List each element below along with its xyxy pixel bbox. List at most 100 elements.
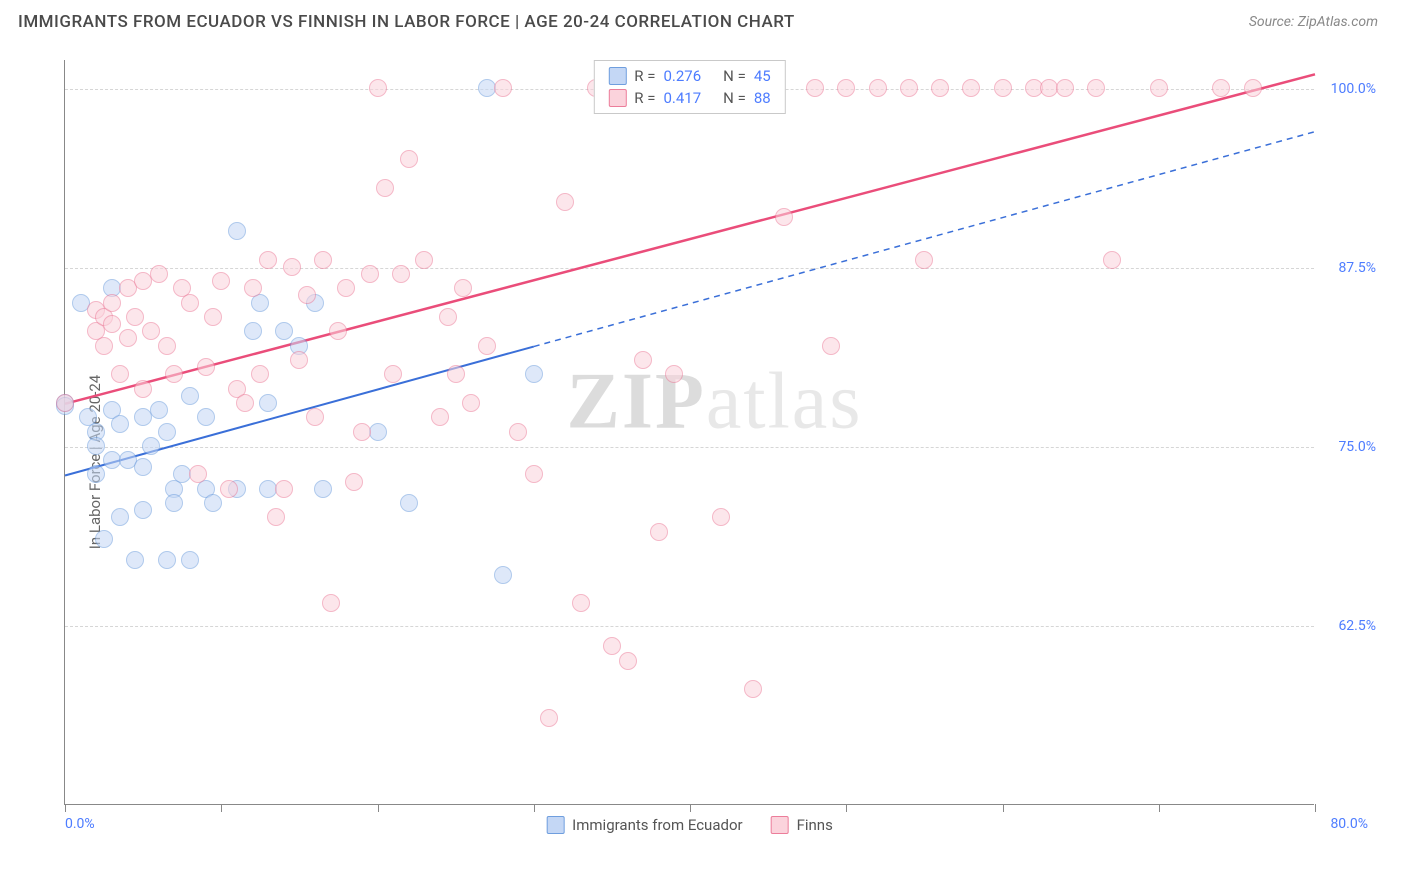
data-point-finns bbox=[775, 208, 793, 226]
data-point-finns bbox=[165, 365, 183, 383]
data-point-ecuador bbox=[165, 494, 183, 512]
data-point-finns bbox=[244, 279, 262, 297]
data-point-finns bbox=[634, 351, 652, 369]
legend-item-finns: Finns bbox=[771, 816, 833, 834]
data-point-ecuador bbox=[314, 480, 332, 498]
x-tick bbox=[690, 804, 691, 812]
x-tick bbox=[1003, 804, 1004, 812]
data-point-finns bbox=[1103, 251, 1121, 269]
data-point-finns bbox=[454, 279, 472, 297]
data-point-finns bbox=[1056, 79, 1074, 97]
y-tick-label: 100.0% bbox=[1331, 81, 1376, 97]
data-point-finns bbox=[56, 394, 74, 412]
data-point-ecuador bbox=[181, 387, 199, 405]
data-point-finns bbox=[619, 652, 637, 670]
data-point-finns bbox=[337, 279, 355, 297]
data-point-finns bbox=[494, 79, 512, 97]
data-point-finns bbox=[142, 322, 160, 340]
gridline bbox=[65, 447, 1314, 448]
data-point-ecuador bbox=[134, 458, 152, 476]
data-point-finns bbox=[126, 308, 144, 326]
stat-n-value: 45 bbox=[754, 67, 771, 85]
x-tick bbox=[846, 804, 847, 812]
data-point-finns bbox=[415, 251, 433, 269]
gridline bbox=[65, 268, 1314, 269]
data-point-ecuador bbox=[494, 566, 512, 584]
stat-row-finns: R =0.417N =88 bbox=[608, 87, 770, 109]
data-point-finns bbox=[322, 594, 340, 612]
data-point-finns bbox=[251, 365, 269, 383]
data-point-finns bbox=[869, 79, 887, 97]
data-point-ecuador bbox=[525, 365, 543, 383]
data-point-finns bbox=[306, 408, 324, 426]
data-point-finns bbox=[447, 365, 465, 383]
data-point-ecuador bbox=[87, 437, 105, 455]
x-tick bbox=[378, 804, 379, 812]
data-point-finns bbox=[822, 337, 840, 355]
legend-swatch-ecuador bbox=[608, 67, 626, 85]
data-point-ecuador bbox=[369, 423, 387, 441]
data-point-ecuador bbox=[259, 394, 277, 412]
data-point-ecuador bbox=[181, 551, 199, 569]
data-point-finns bbox=[556, 193, 574, 211]
data-point-finns bbox=[603, 637, 621, 655]
data-point-ecuador bbox=[142, 437, 160, 455]
legend-swatch-finns bbox=[608, 89, 626, 107]
data-point-ecuador bbox=[244, 322, 262, 340]
gridline bbox=[65, 626, 1314, 627]
legend-label: Finns bbox=[797, 816, 833, 834]
data-point-finns bbox=[806, 79, 824, 97]
data-point-finns bbox=[345, 473, 363, 491]
data-point-finns bbox=[1150, 79, 1168, 97]
stat-r-prefix: R = bbox=[634, 89, 655, 107]
data-point-finns bbox=[525, 465, 543, 483]
data-point-ecuador bbox=[95, 530, 113, 548]
data-point-finns bbox=[181, 294, 199, 312]
data-point-finns bbox=[1212, 79, 1230, 97]
y-tick-label: 62.5% bbox=[1338, 618, 1376, 634]
correlation-stats-box: R = 0.276 N = 45 R =0.417N =88 bbox=[593, 60, 785, 114]
data-point-finns bbox=[119, 329, 137, 347]
data-point-finns bbox=[665, 365, 683, 383]
data-point-finns bbox=[103, 315, 121, 333]
x-tick bbox=[1159, 804, 1160, 812]
data-point-ecuador bbox=[275, 322, 293, 340]
data-point-ecuador bbox=[228, 222, 246, 240]
x-tick bbox=[221, 804, 222, 812]
stat-r-prefix: R = bbox=[634, 67, 655, 85]
data-point-ecuador bbox=[158, 423, 176, 441]
data-point-ecuador bbox=[158, 551, 176, 569]
data-point-finns bbox=[900, 79, 918, 97]
data-point-finns bbox=[283, 258, 301, 276]
data-point-finns bbox=[204, 308, 222, 326]
stat-n-prefix: N = bbox=[723, 67, 746, 85]
data-point-ecuador bbox=[400, 494, 418, 512]
data-point-finns bbox=[540, 709, 558, 727]
chart-title: IMMIGRANTS FROM ECUADOR VS FINNISH IN LA… bbox=[18, 12, 795, 32]
data-point-finns bbox=[712, 508, 730, 526]
legend-swatch-finns bbox=[771, 816, 789, 834]
stat-r-value: 0.276 bbox=[663, 67, 701, 85]
data-point-finns bbox=[103, 294, 121, 312]
data-point-finns bbox=[298, 286, 316, 304]
data-point-finns bbox=[837, 79, 855, 97]
data-point-finns bbox=[134, 380, 152, 398]
data-point-finns bbox=[462, 394, 480, 412]
data-point-ecuador bbox=[197, 408, 215, 426]
data-point-finns bbox=[290, 351, 308, 369]
bottom-legend: Immigrants from Ecuador Finns bbox=[546, 816, 833, 834]
data-point-finns bbox=[275, 480, 293, 498]
legend-label: Immigrants from Ecuador bbox=[572, 816, 742, 834]
data-point-finns bbox=[158, 337, 176, 355]
x-axis-end-label: 80.0% bbox=[1330, 816, 1368, 832]
data-point-finns bbox=[650, 523, 668, 541]
data-point-finns bbox=[150, 265, 168, 283]
data-point-finns bbox=[384, 365, 402, 383]
legend-swatch-ecuador bbox=[546, 816, 564, 834]
legend-item-ecuador: Immigrants from Ecuador bbox=[546, 816, 742, 834]
x-tick bbox=[65, 804, 66, 812]
data-point-finns bbox=[376, 179, 394, 197]
x-tick bbox=[1315, 804, 1316, 812]
data-point-finns bbox=[111, 365, 129, 383]
data-point-finns bbox=[915, 251, 933, 269]
